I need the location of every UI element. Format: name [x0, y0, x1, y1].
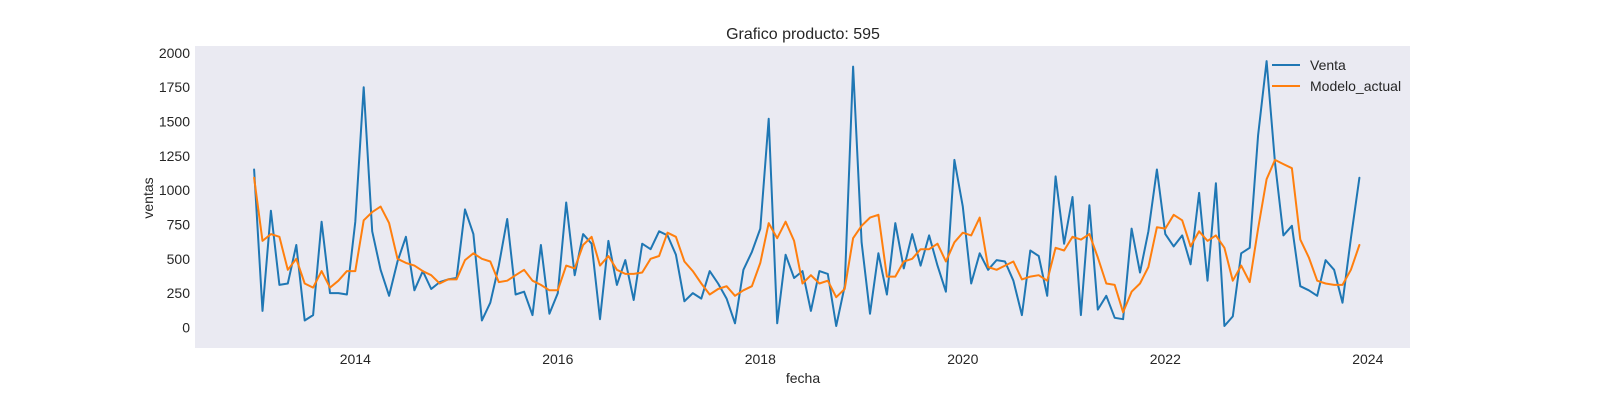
y-tick-label: 0 [182, 319, 190, 335]
x-axis: 2014 2016 2018 2020 2022 2024 [340, 351, 1384, 367]
x-axis-label: fecha [786, 370, 820, 386]
x-tick-label: 2018 [745, 351, 776, 367]
x-tick-label: 2014 [340, 351, 371, 367]
y-tick-label: 1250 [159, 148, 190, 164]
y-tick-label: 500 [167, 251, 191, 267]
x-tick-label: 2020 [947, 351, 978, 367]
plot-area [195, 46, 1410, 348]
x-tick-label: 2024 [1352, 351, 1383, 367]
y-axis-label: ventas [140, 177, 156, 218]
y-tick-label: 750 [167, 216, 191, 232]
legend-label-modelo-actual: Modelo_actual [1310, 78, 1401, 94]
legend: Venta Modelo_actual [1272, 57, 1401, 94]
y-axis: 0 250 500 750 1000 1250 1500 1750 2000 [159, 45, 190, 336]
y-tick-label: 1000 [159, 182, 190, 198]
x-tick-label: 2016 [542, 351, 573, 367]
y-tick-label: 250 [167, 285, 191, 301]
chart-title: Grafico producto: 595 [726, 26, 880, 43]
y-tick-label: 1500 [159, 114, 190, 130]
y-tick-label: 1750 [159, 79, 190, 95]
x-tick-label: 2022 [1150, 351, 1181, 367]
series-line-modelo-actual [253, 158, 1361, 314]
legend-label-venta: Venta [1310, 57, 1346, 73]
series-group [253, 60, 1361, 327]
y-tick-label: 2000 [159, 45, 190, 61]
